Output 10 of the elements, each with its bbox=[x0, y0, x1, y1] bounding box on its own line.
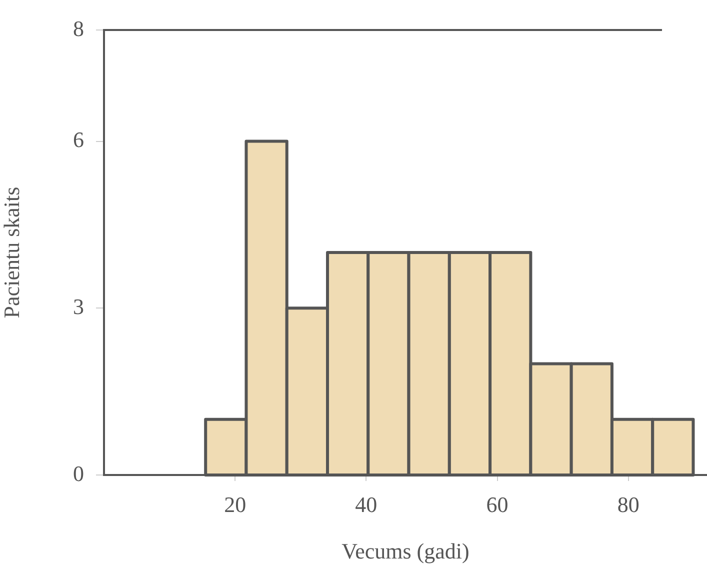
y-axis-title: Pacientu skaits bbox=[0, 186, 24, 318]
x-tick-label: 60 bbox=[486, 492, 508, 517]
x-tick-label: 40 bbox=[355, 492, 378, 517]
x-tick-label: 20 bbox=[224, 492, 246, 517]
x-tick-label: 80 bbox=[617, 492, 640, 517]
y-tick-label: 0 bbox=[73, 460, 84, 486]
x-axis-title: Vecums (gadi) bbox=[342, 538, 470, 564]
y-tick-label: 6 bbox=[73, 127, 84, 152]
y-tick-label: 3 bbox=[73, 294, 84, 319]
y-tick-label: 8 bbox=[73, 16, 84, 41]
